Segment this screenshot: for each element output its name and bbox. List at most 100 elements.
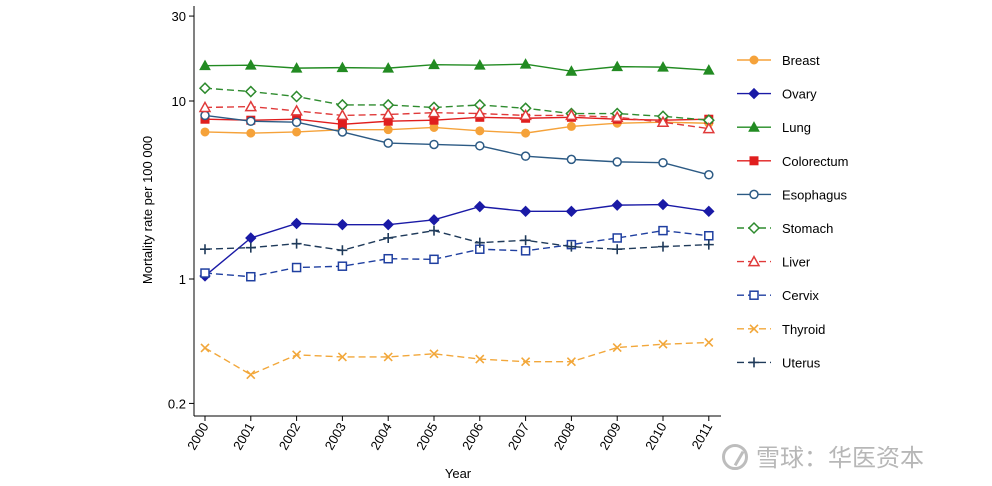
series-cervix (200, 225, 714, 282)
data-point (566, 154, 577, 165)
data-point (337, 261, 348, 271)
series-line (204, 121, 709, 134)
data-point (658, 241, 668, 252)
data-point (704, 337, 714, 348)
data-point (520, 151, 531, 161)
data-point (428, 58, 440, 70)
y-tick-label: 0.2 (168, 396, 186, 411)
data-point (383, 352, 393, 362)
data-point (246, 370, 256, 380)
x-tick-label: 2003 (322, 420, 349, 453)
data-point (612, 157, 622, 167)
data-point (428, 214, 440, 226)
y-tick-label: 10 (172, 94, 186, 109)
data-point (246, 128, 256, 138)
legend-item-cervix: Cervix (737, 288, 819, 303)
legend-label: Colorectum (782, 154, 848, 169)
series-ovary (199, 198, 715, 282)
data-point (429, 254, 439, 265)
legend: Breast Ovary Lung Colorectum Esophagus Stomac… (737, 53, 848, 370)
data-point (749, 357, 759, 368)
data-point (383, 125, 393, 135)
data-point (429, 139, 439, 150)
data-point (658, 339, 668, 349)
data-point (704, 170, 714, 180)
data-point (747, 221, 761, 235)
data-point (290, 62, 303, 73)
data-point (748, 87, 760, 100)
data-point (292, 350, 302, 360)
data-point (475, 141, 485, 151)
y-tick-label: 1 (179, 272, 186, 287)
data-point (290, 104, 303, 116)
data-point (336, 98, 349, 112)
data-point (749, 290, 759, 300)
data-point (565, 205, 578, 218)
series-esophagus (200, 110, 714, 180)
data-point (519, 58, 532, 69)
data-point (749, 55, 759, 65)
data-point (658, 225, 668, 236)
data-point (245, 242, 256, 253)
legend-label: Esophagus (782, 187, 848, 202)
data-point (657, 198, 669, 211)
data-point (702, 64, 715, 75)
data-point (244, 100, 258, 112)
data-point (337, 245, 348, 256)
data-point (520, 246, 531, 256)
data-point (427, 106, 441, 118)
data-point (566, 121, 576, 131)
data-point (381, 107, 395, 120)
data-point (612, 342, 622, 353)
legend-label: Liver (782, 255, 811, 270)
data-point (565, 108, 578, 121)
data-point (291, 238, 302, 249)
legend-item-thyroid: Thyroid (737, 322, 825, 337)
data-point (383, 138, 393, 148)
series-line (204, 114, 709, 176)
data-point (749, 189, 759, 200)
series-line (204, 63, 709, 72)
data-point (612, 244, 623, 255)
axes: 0.2 1 10 30 2000 2001 2002 2003 2004 2005 2006 2007… (168, 6, 721, 453)
data-point (429, 349, 439, 359)
data-point (198, 82, 212, 95)
data-point (382, 62, 395, 73)
x-tick-label: 2008 (551, 420, 578, 453)
data-point (566, 357, 576, 367)
data-point (473, 59, 486, 70)
data-point (474, 200, 486, 213)
data-point (475, 126, 485, 136)
series-lung (199, 58, 715, 76)
data-point (521, 128, 531, 138)
x-tick-label: 2007 (505, 420, 532, 453)
data-point (612, 233, 622, 243)
data-point (610, 110, 624, 123)
data-point (657, 61, 669, 72)
y-tick-label: 30 (172, 9, 186, 24)
series-uterus (200, 225, 714, 256)
data-point (565, 65, 578, 76)
data-point (747, 255, 761, 267)
legend-item-liver: Liver (737, 255, 811, 270)
data-point (474, 237, 485, 248)
data-point (198, 100, 212, 113)
data-point (704, 230, 714, 241)
series-line (204, 116, 709, 125)
data-point (200, 127, 210, 137)
data-point (336, 218, 349, 231)
series-line (204, 105, 709, 130)
legend-item-uterus: Uterus (737, 355, 821, 370)
data-point (566, 241, 577, 252)
series-line (204, 203, 709, 277)
data-point (475, 354, 485, 364)
data-point (749, 156, 759, 166)
legend-item-esophagus: Esophagus (737, 187, 848, 202)
legend-label: Stomach (782, 221, 833, 236)
data-point (611, 60, 624, 72)
legend-label: Thyroid (782, 322, 825, 337)
data-point (200, 110, 210, 121)
x-axis-title: Year (445, 466, 472, 481)
data-point (200, 268, 210, 278)
